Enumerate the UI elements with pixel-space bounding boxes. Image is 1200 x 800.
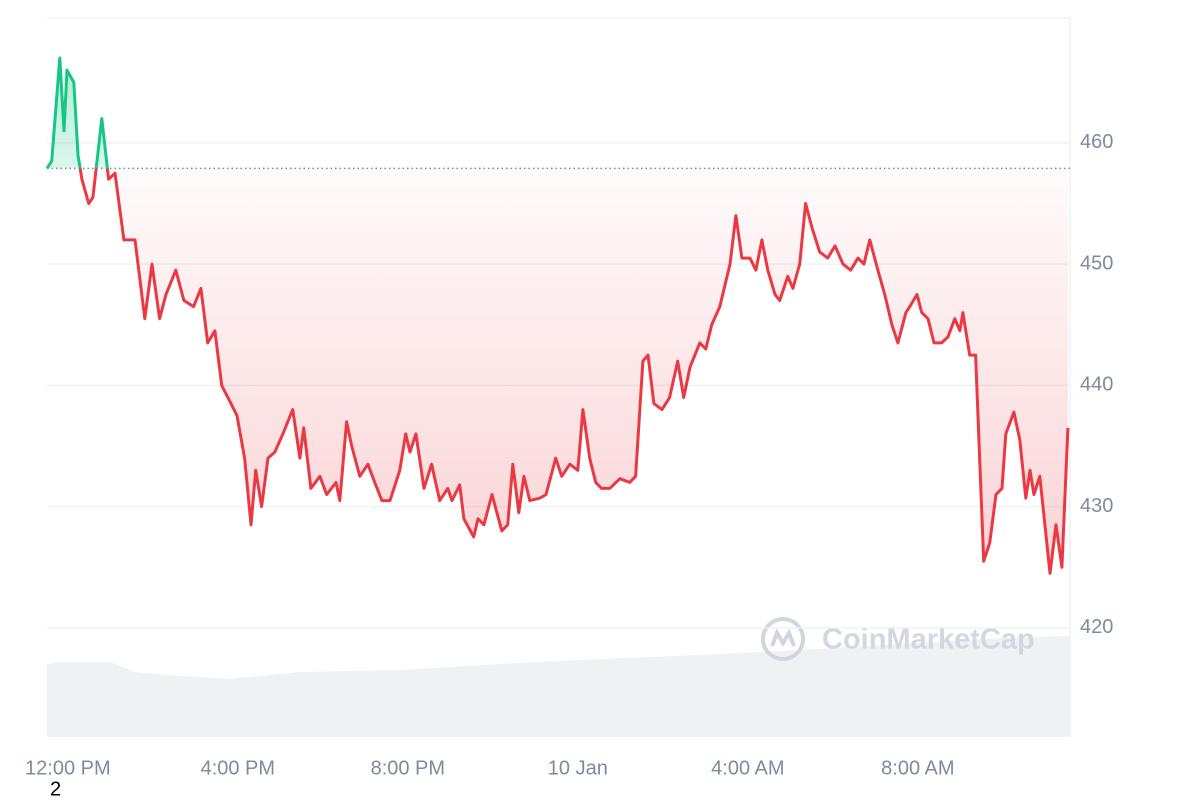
watermark: CoinMarketCap: [822, 624, 1035, 656]
x-tick-label: 4:00 AM: [711, 757, 784, 779]
x-tick-label: 4:00 PM: [201, 757, 275, 779]
y-tick-label: 430: [1080, 495, 1113, 517]
x-tick-label: 10 Jan: [548, 757, 608, 779]
x-tick-label: 8:00 AM: [881, 757, 954, 779]
x-tick-label: 8:00 PM: [371, 757, 445, 779]
y-tick-label: 440: [1080, 374, 1113, 396]
x-tick-label: 12:00 PM: [25, 757, 111, 779]
y-tick-label: 450: [1080, 252, 1113, 274]
annotation: 2: [50, 778, 61, 800]
area-fill: [47, 58, 1068, 574]
volume-background: [47, 636, 1070, 737]
y-tick-label: 460: [1080, 131, 1113, 153]
price-line: [45, 56, 1070, 575]
y-tick-label: 420: [1080, 616, 1113, 638]
watermark-logo: [761, 617, 805, 661]
